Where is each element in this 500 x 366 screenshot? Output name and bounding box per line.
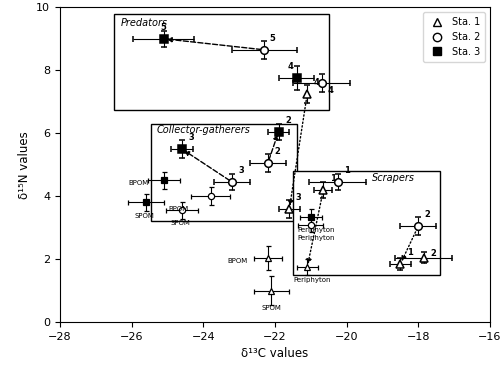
Text: Collector-gatherers: Collector-gatherers — [157, 125, 250, 135]
Bar — [152, 124, 296, 221]
Text: SPOM: SPOM — [262, 305, 281, 311]
Text: 4: 4 — [314, 78, 320, 87]
Text: 3: 3 — [238, 166, 244, 175]
Text: Predators: Predators — [121, 18, 168, 28]
Text: Periphyton: Periphyton — [294, 277, 332, 283]
Text: Periphyton: Periphyton — [298, 235, 335, 240]
Text: 1: 1 — [344, 166, 350, 175]
Text: BPOM: BPOM — [168, 206, 188, 212]
Text: 2: 2 — [285, 116, 291, 125]
Y-axis label: δ¹⁵N values: δ¹⁵N values — [18, 131, 30, 199]
Bar — [293, 171, 440, 275]
Text: SPOM: SPOM — [170, 220, 190, 227]
Text: 3: 3 — [296, 193, 302, 202]
Legend: Sta. 1, Sta. 2, Sta. 3: Sta. 1, Sta. 2, Sta. 3 — [422, 12, 485, 61]
Text: BPOM: BPOM — [128, 180, 149, 186]
Text: 5: 5 — [270, 34, 276, 43]
Text: BPOM: BPOM — [227, 258, 248, 264]
Text: 5: 5 — [160, 23, 166, 32]
Text: 4: 4 — [328, 86, 334, 95]
Text: SPOM: SPOM — [134, 213, 154, 219]
Text: 2: 2 — [425, 210, 430, 219]
X-axis label: δ¹³C values: δ¹³C values — [242, 347, 308, 361]
Text: 3: 3 — [188, 133, 194, 142]
Bar — [114, 14, 329, 110]
Text: 1: 1 — [330, 174, 336, 183]
Text: 2: 2 — [430, 249, 436, 258]
Text: Periphyton: Periphyton — [298, 227, 335, 233]
Text: 1: 1 — [407, 248, 412, 257]
Text: Scrapers: Scrapers — [372, 173, 415, 183]
Text: 2: 2 — [274, 147, 280, 156]
Text: 4: 4 — [288, 62, 294, 71]
